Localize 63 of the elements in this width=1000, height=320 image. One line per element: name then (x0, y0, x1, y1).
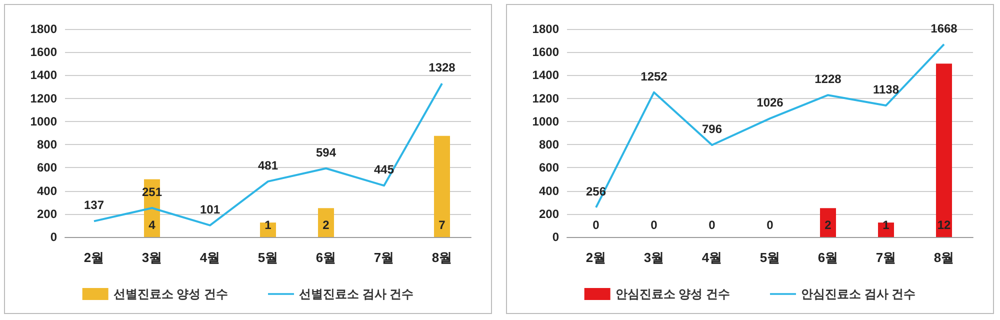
data-label: 796 (702, 122, 722, 136)
y-tick-label: 200 (538, 206, 560, 221)
x-tick-label: 7월 (374, 250, 394, 265)
y-tick-label: 1800 (30, 22, 58, 36)
data-label: 1252 (640, 69, 668, 84)
x-tick-label: 8월 (934, 250, 954, 265)
legend-label: 안심진료소 검사 건수 (801, 287, 916, 301)
data-label: 0 (708, 218, 716, 232)
x-tick-label: 6월 (316, 250, 336, 265)
data-label: 1 (264, 218, 272, 232)
data-label: 4 (148, 218, 156, 232)
x-tick-label: 2월 (586, 250, 606, 265)
data-label: 12 (937, 218, 951, 232)
data-label: 1328 (428, 60, 456, 75)
data-label: 2 (824, 218, 832, 232)
x-tick-label: 5월 (258, 250, 278, 265)
y-tick-label: 1600 (30, 45, 58, 60)
y-tick-label: 800 (36, 138, 58, 152)
y-tick-label: 1600 (532, 45, 560, 60)
y-tick-label: 1400 (532, 68, 560, 82)
y-tick-label: 400 (538, 184, 560, 198)
data-label: 0 (592, 218, 600, 232)
y-tick-label: 0 (50, 230, 58, 244)
legend-label: 선별진료소 양성 건수 (113, 287, 228, 301)
y-tick-label: 1000 (30, 114, 58, 128)
y-tick-label: 600 (538, 160, 560, 175)
data-label: 1 (882, 218, 890, 232)
y-tick-label: 0 (552, 230, 560, 244)
bar (260, 222, 276, 237)
data-label: 1138 (872, 82, 900, 96)
y-tick-label: 200 (36, 206, 58, 221)
y-tick-label: 1000 (532, 114, 560, 128)
data-label: 481 (258, 158, 278, 172)
bar (318, 208, 334, 237)
x-tick-label: 3월 (644, 250, 664, 265)
y-tick-label: 1400 (30, 68, 58, 82)
x-tick-label: 3월 (142, 250, 162, 265)
data-label: 2 (322, 218, 330, 232)
y-tick-label: 1200 (532, 91, 560, 106)
bar (434, 136, 450, 237)
x-tick-label: 6월 (818, 250, 838, 265)
data-label: 1228 (814, 72, 842, 86)
data-label: 7 (438, 218, 446, 232)
x-tick-label: 5월 (760, 250, 780, 265)
legend-label: 선별진료소 검사 건수 (299, 287, 414, 301)
legend-label: 안심진료소 양성 건수 (615, 287, 730, 301)
data-label: 101 (200, 202, 220, 216)
data-label: 594 (316, 145, 336, 160)
x-tick-label: 4월 (702, 250, 722, 265)
data-label: 0 (650, 218, 658, 232)
y-tick-label: 800 (538, 138, 560, 152)
data-label: 137 (84, 198, 104, 212)
data-label: 0 (766, 218, 774, 232)
x-tick-label: 7월 (876, 250, 896, 265)
x-tick-label: 4월 (200, 250, 220, 265)
data-label: 1668 (930, 21, 958, 36)
y-tick-label: 600 (36, 160, 58, 175)
y-tick-label: 1800 (532, 22, 560, 36)
y-tick-label: 400 (36, 184, 58, 198)
y-tick-label: 1200 (30, 91, 58, 106)
data-label: 1026 (756, 95, 784, 110)
x-tick-label: 8월 (432, 250, 452, 265)
x-tick-label: 2월 (84, 250, 104, 265)
